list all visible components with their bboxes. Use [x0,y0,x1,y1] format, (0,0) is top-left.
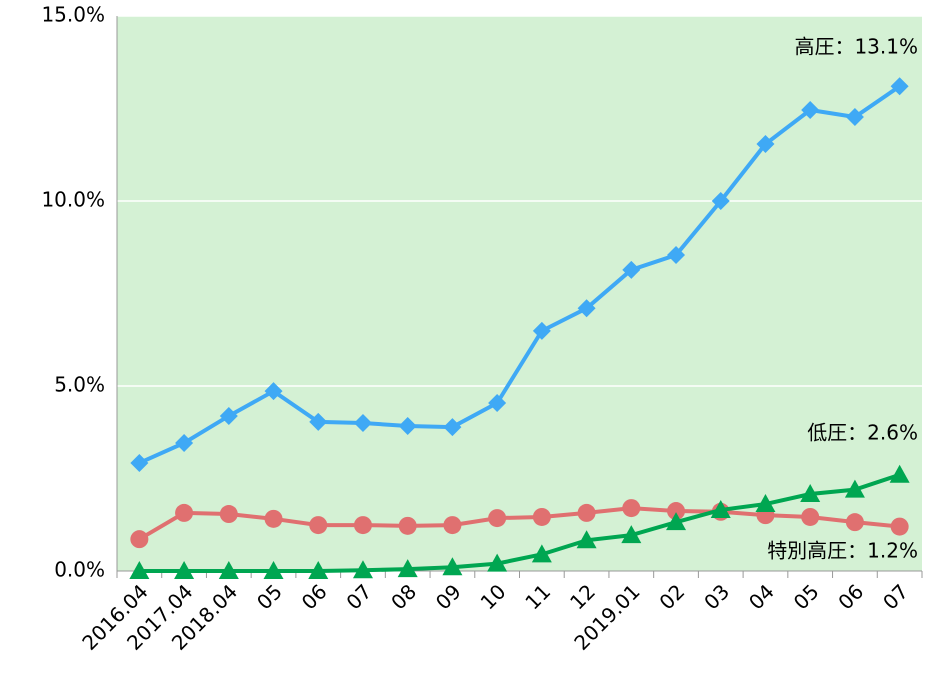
triangle-marker [352,560,373,579]
triangle-marker [666,512,687,531]
circle-marker [264,509,283,528]
triangle-marker [576,530,597,549]
x-tick-label: 07 [878,579,913,614]
diamond-marker [756,135,775,154]
y-tick-label: 0.0% [54,558,105,582]
diamond-marker [577,299,596,318]
x-tick-label: 11 [520,579,555,614]
x-tick-label: 06 [833,579,868,614]
circle-marker [130,530,149,549]
diamond-marker [711,192,730,210]
triangle-marker [129,561,150,579]
diamond-marker [488,394,507,413]
x-tick-label: 02 [654,579,689,614]
annotation: 高圧：13.1% [794,35,918,59]
triangle-marker [800,484,821,503]
diamond-marker [443,418,462,437]
x-tick-label: 03 [699,579,734,614]
circle-marker [353,516,372,535]
triangle-marker [263,561,284,579]
triangle-marker [621,525,642,544]
diamond-marker [845,108,864,127]
diamond-marker [622,260,641,279]
triangle-marker [442,557,463,576]
circle-marker [667,502,686,521]
triangle-marker [889,464,910,483]
annotation: 特別高圧：1.2% [767,539,918,563]
y-tick-label: 10.0% [41,188,105,212]
series-line [138,84,901,465]
diamond-marker [175,433,194,452]
triangle-marker [844,479,865,498]
triangle-marker [531,544,552,563]
circle-marker [488,509,507,528]
x-tick-label: 08 [386,579,421,614]
diamond-marker [398,416,417,435]
diamond-marker [890,77,909,96]
diamond-marker [532,321,551,340]
x-tick-label: 05 [252,579,287,614]
x-tick-label: 04 [744,579,779,614]
triangle-marker [710,499,731,518]
triangle-marker [174,561,195,579]
triangle-marker [755,494,776,513]
plot-area [117,16,922,571]
x-tick-label: 05 [789,579,824,614]
triangle-marker [397,559,418,578]
x-tick-label: 10 [476,579,511,614]
y-tick-label: 15.0% [41,3,105,27]
diamond-marker [801,100,820,119]
x-tick-label: 06 [297,579,332,614]
circle-marker [219,505,238,524]
y-tick-label: 5.0% [54,373,105,397]
annotation: 低圧：2.6% [807,421,918,445]
triangle-marker [308,561,329,579]
circle-marker [622,499,641,518]
triangle-marker [487,553,508,572]
diamond-marker [219,406,238,425]
series-line [139,472,901,573]
diamond-marker [130,453,149,472]
x-tick-label: 12 [565,579,600,614]
diamond-marker [353,414,372,432]
circle-marker [801,507,820,526]
diamond-marker [667,246,686,265]
circle-marker [890,517,909,536]
circle-marker [577,503,596,522]
circle-marker [532,507,551,526]
circle-marker [845,513,864,532]
diamond-marker [309,412,328,431]
circle-marker [398,516,417,535]
circle-marker [309,516,328,535]
diamond-marker [264,382,283,401]
triangle-marker [218,561,239,579]
circle-marker [175,503,194,522]
x-tick-label: 09 [431,579,466,614]
circle-marker [443,516,462,535]
x-tick-label: 07 [341,579,376,614]
